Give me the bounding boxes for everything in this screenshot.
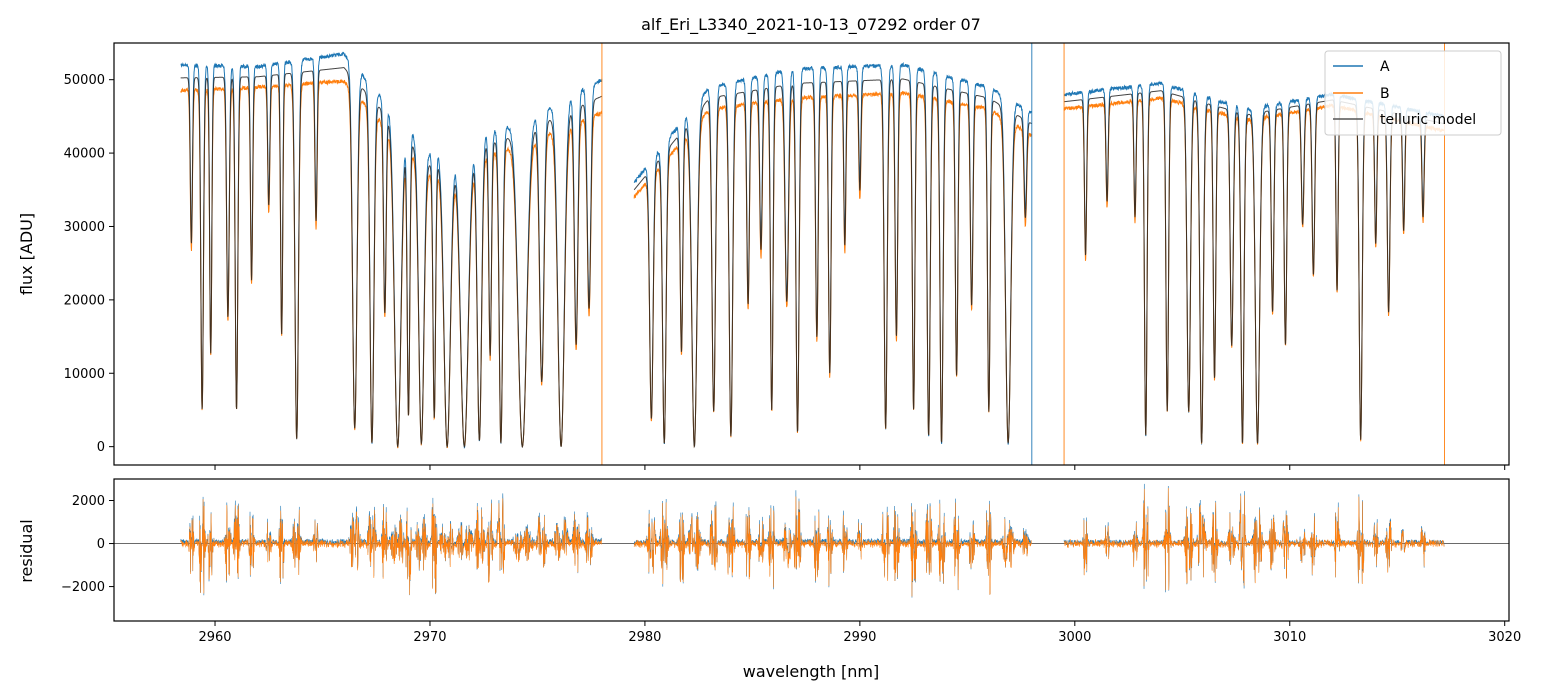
telluric-model-segment-0 — [180, 67, 603, 448]
residual-b-segment-0 — [180, 498, 603, 595]
chart-title: alf_Eri_L3340_2021-10-13_07292 order 07 — [641, 15, 981, 35]
legend-label-telluric: telluric model — [1380, 112, 1476, 128]
x-tick-label: 2970 — [413, 630, 446, 645]
residual-b-segment-1 — [633, 496, 1032, 597]
top-y-tick-label: 30000 — [64, 220, 105, 235]
x-axis-label: wavelength [nm] — [743, 662, 880, 681]
top-y-tick-label: 20000 — [64, 293, 105, 308]
x-tick-label: 2980 — [628, 630, 661, 645]
bottom-panel-frame — [113, 478, 1510, 622]
series-b-segment-2 — [1063, 95, 1445, 445]
bottom-y-tick-label: 0 — [97, 537, 105, 552]
top-y-tick-label: 50000 — [64, 73, 105, 88]
bottom-y-axis-label: residual — [17, 519, 36, 582]
x-tick-label: 2960 — [198, 630, 231, 645]
top-y-axis-label: flux [ADU] — [17, 213, 36, 295]
bottom-panel: 20000−2000 2960 2970 2980 2990 3000 3010 3020 … — [17, 478, 1521, 645]
bottom-y-tick-label: −2000 — [61, 580, 105, 595]
series-a-segment-1 — [633, 61, 1032, 447]
top-y-tick-label: 10000 — [64, 367, 105, 382]
legend: A B telluric model — [1324, 50, 1502, 136]
telluric-model-segment-1 — [633, 78, 1032, 449]
series-b-segment-0 — [180, 78, 603, 449]
top-panel-frame — [113, 42, 1510, 466]
x-tick-label: 3010 — [1273, 630, 1306, 645]
bottom-y-tick-label: 2000 — [72, 494, 105, 509]
legend-label-a: A — [1380, 59, 1390, 75]
x-tick-label: 2990 — [843, 630, 876, 645]
top-y-tick-label: 0 — [97, 440, 105, 455]
legend-box — [1324, 50, 1502, 136]
residual-b-segment-2 — [1063, 488, 1445, 591]
x-tick-label: 3020 — [1488, 630, 1521, 645]
top-y-tick-label: 40000 — [64, 147, 105, 162]
legend-label-b: B — [1380, 86, 1390, 102]
top-panel: 0 10000 20000 30000 40000 50000 flux [ADU] A … — [17, 42, 1510, 470]
x-tick-label: 3000 — [1058, 630, 1091, 645]
telluric-model-segment-2 — [1064, 90, 1445, 444]
